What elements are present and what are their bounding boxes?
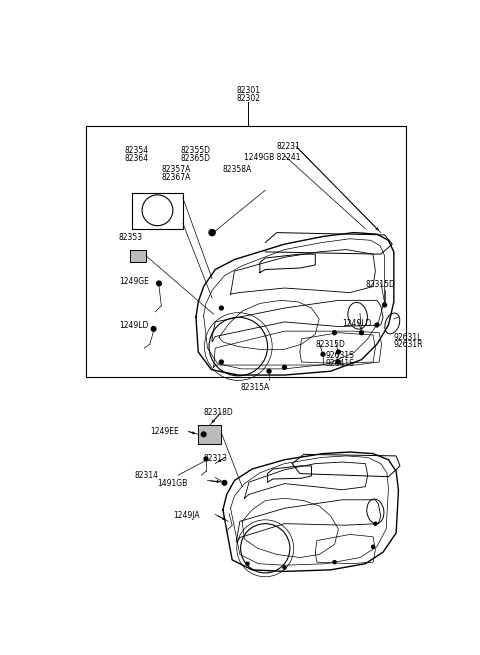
Circle shape bbox=[246, 562, 249, 565]
Text: 1249EE: 1249EE bbox=[150, 426, 179, 436]
Bar bbox=[86, 126, 406, 377]
Circle shape bbox=[151, 327, 156, 331]
Text: 1249GB 82241: 1249GB 82241 bbox=[244, 153, 300, 162]
Text: 82353: 82353 bbox=[119, 233, 143, 242]
Text: 82314: 82314 bbox=[134, 472, 158, 480]
Circle shape bbox=[372, 545, 374, 548]
Text: 82367A: 82367A bbox=[161, 172, 191, 181]
Text: 92631R: 92631R bbox=[394, 341, 423, 349]
Circle shape bbox=[283, 566, 286, 569]
Text: 1249LD: 1249LD bbox=[342, 319, 372, 328]
Text: 1249JA: 1249JA bbox=[173, 512, 200, 520]
Text: 92641S: 92641S bbox=[325, 359, 354, 368]
Text: 82301: 82301 bbox=[236, 86, 260, 95]
Circle shape bbox=[375, 323, 379, 327]
Circle shape bbox=[283, 365, 287, 369]
Text: 82318D: 82318D bbox=[204, 408, 233, 417]
Text: 1249GE: 1249GE bbox=[119, 277, 149, 286]
Text: 92631S: 92631S bbox=[325, 351, 354, 360]
Text: 82315D: 82315D bbox=[365, 280, 395, 290]
Text: 82358A: 82358A bbox=[223, 165, 252, 174]
Circle shape bbox=[383, 303, 386, 307]
Text: 82315A: 82315A bbox=[240, 383, 270, 392]
Circle shape bbox=[201, 432, 206, 437]
Text: 82365D: 82365D bbox=[180, 154, 211, 163]
Circle shape bbox=[333, 561, 336, 564]
Bar bbox=[198, 425, 221, 444]
Circle shape bbox=[360, 331, 363, 335]
Text: 82231: 82231 bbox=[276, 141, 300, 151]
Text: 92631L: 92631L bbox=[394, 333, 422, 342]
Text: 82313: 82313 bbox=[204, 455, 228, 463]
Circle shape bbox=[267, 369, 271, 373]
Text: 82357A: 82357A bbox=[161, 165, 191, 174]
Circle shape bbox=[204, 457, 208, 461]
Text: 82302: 82302 bbox=[236, 94, 260, 103]
Text: 82315D: 82315D bbox=[315, 341, 345, 349]
Circle shape bbox=[336, 360, 340, 364]
Circle shape bbox=[374, 522, 377, 525]
Circle shape bbox=[219, 306, 223, 310]
Bar bbox=[131, 250, 146, 262]
Circle shape bbox=[222, 481, 227, 485]
Circle shape bbox=[156, 281, 161, 286]
Text: 82354: 82354 bbox=[124, 146, 148, 155]
Circle shape bbox=[219, 360, 223, 364]
Text: 82364: 82364 bbox=[124, 154, 148, 163]
Circle shape bbox=[333, 331, 336, 335]
Circle shape bbox=[321, 352, 325, 356]
Text: 1491GB: 1491GB bbox=[157, 479, 188, 488]
Circle shape bbox=[336, 350, 340, 354]
Text: 82355D: 82355D bbox=[180, 146, 211, 155]
Text: 1249LD: 1249LD bbox=[119, 321, 148, 330]
Circle shape bbox=[209, 229, 215, 236]
